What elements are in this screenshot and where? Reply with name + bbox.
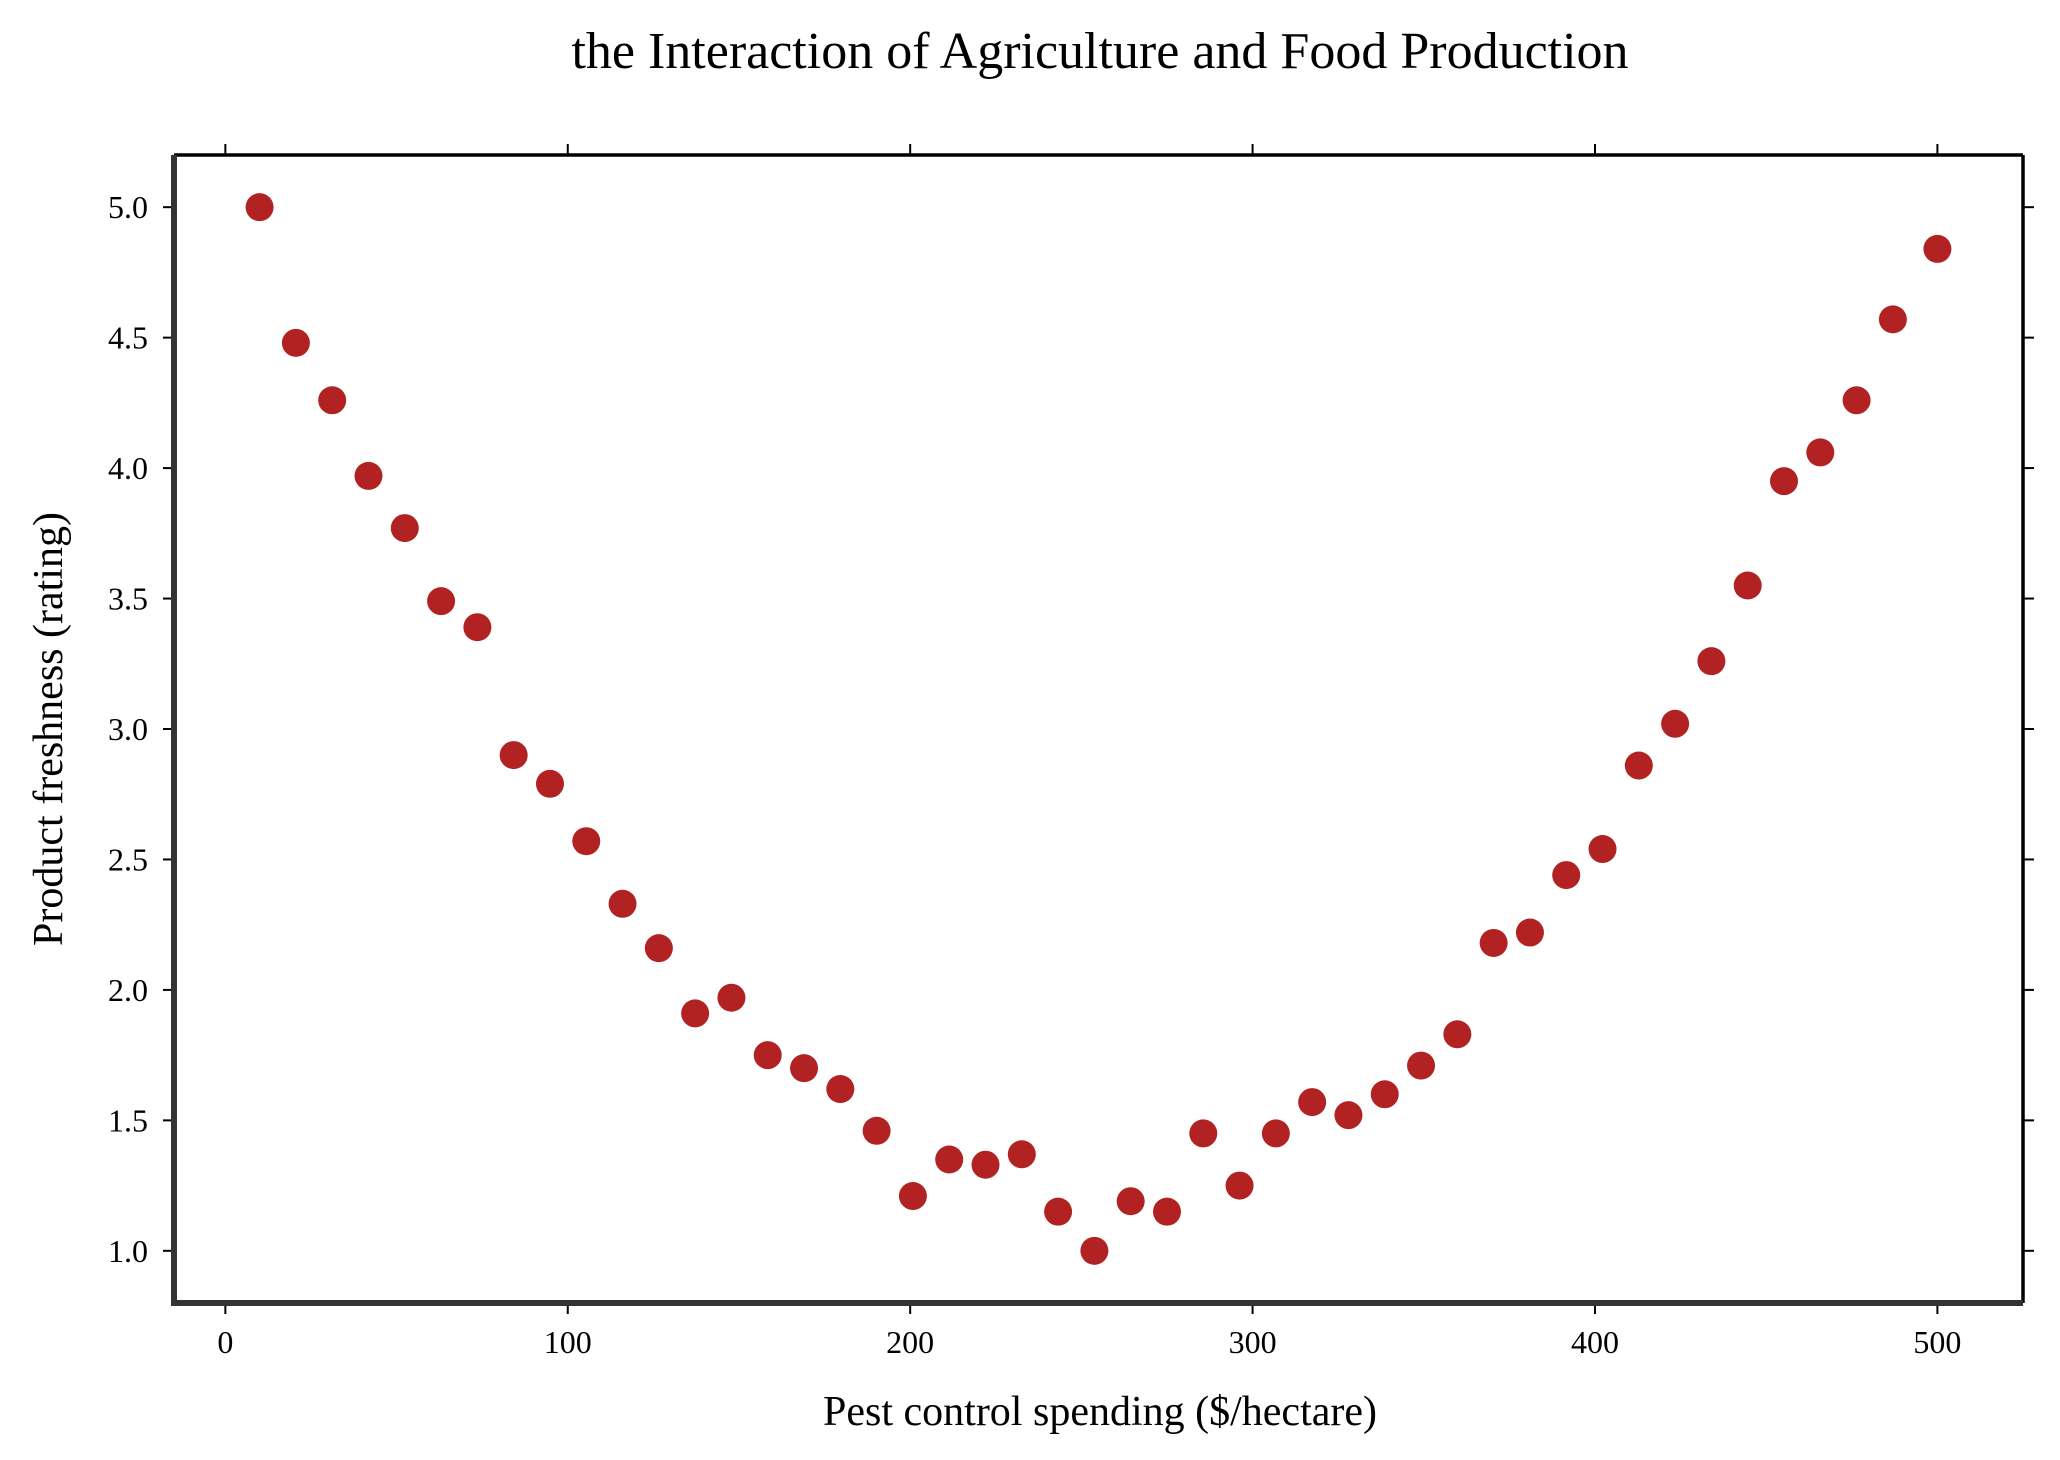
- data-point: [1298, 1088, 1327, 1117]
- y-tick-label: 4.0: [108, 450, 148, 486]
- y-tick-label: 5.0: [108, 189, 148, 225]
- x-tick-label: 500: [1913, 1324, 1961, 1360]
- data-point: [1189, 1119, 1218, 1148]
- y-tick-label: 3.0: [108, 711, 148, 747]
- data-point: [1152, 1197, 1181, 1226]
- x-tick-label: 200: [886, 1324, 934, 1360]
- data-point: [1697, 647, 1726, 676]
- y-tick-label: 4.5: [108, 320, 148, 356]
- data-point: [1878, 305, 1907, 334]
- data-point: [935, 1145, 964, 1174]
- data-point: [318, 386, 347, 415]
- data-point: [1044, 1197, 1073, 1226]
- data-point: [1261, 1119, 1290, 1148]
- x-tick-label: 400: [1571, 1324, 1619, 1360]
- data-point: [1225, 1171, 1254, 1200]
- chart-title: the Interaction of Agriculture and Food …: [571, 23, 1628, 80]
- data-point: [1479, 928, 1508, 957]
- data-point: [281, 328, 310, 357]
- data-point: [499, 741, 528, 770]
- data-point: [1552, 861, 1581, 890]
- data-point: [1515, 918, 1544, 947]
- data-point: [1080, 1236, 1109, 1265]
- data-point: [1007, 1140, 1036, 1169]
- y-tick-label: 3.5: [108, 581, 148, 617]
- data-point: [1624, 751, 1653, 780]
- data-point: [427, 587, 456, 616]
- data-point: [572, 827, 601, 856]
- data-point: [1842, 386, 1871, 415]
- data-point: [608, 889, 637, 918]
- y-tick-label: 1.5: [108, 1102, 148, 1138]
- x-axis-label: Pest control spending ($/hectare): [823, 1389, 1377, 1435]
- data-point: [1588, 835, 1617, 864]
- data-point: [463, 613, 492, 642]
- x-tick-label: 0: [217, 1324, 233, 1360]
- data-point: [898, 1182, 927, 1211]
- y-tick-label: 2.0: [108, 972, 148, 1008]
- data-point: [1806, 438, 1835, 467]
- data-point: [826, 1075, 855, 1104]
- data-point: [390, 514, 419, 543]
- data-point: [1407, 1051, 1436, 1080]
- data-point: [971, 1150, 1000, 1179]
- data-point: [1661, 709, 1690, 738]
- data-point: [644, 934, 673, 963]
- data-point: [862, 1116, 891, 1145]
- data-point: [1923, 234, 1952, 263]
- data-point: [354, 461, 383, 490]
- axis-ticks: 0 100 200 300 400 500 1.0 1.5 2.0 2.5 3.0 3.5 4.0 4.5…: [108, 144, 2034, 1360]
- data-point: [535, 769, 564, 798]
- data-point: [1334, 1101, 1363, 1130]
- y-axis-label: Product freshness (rating): [26, 512, 72, 946]
- data-point: [681, 999, 710, 1028]
- x-tick-label: 300: [1229, 1324, 1277, 1360]
- data-point: [790, 1054, 819, 1083]
- data-point: [717, 983, 746, 1012]
- y-tick-label: 2.5: [108, 841, 148, 877]
- x-tick-label: 100: [544, 1324, 592, 1360]
- data-point: [1370, 1080, 1399, 1109]
- data-point: [1769, 467, 1798, 496]
- data-point: [753, 1041, 782, 1070]
- y-tick-label: 1.0: [108, 1233, 148, 1269]
- data-points: [245, 193, 1952, 1265]
- data-point: [245, 193, 274, 222]
- data-point: [1116, 1187, 1145, 1216]
- data-point: [1443, 1020, 1472, 1049]
- data-point: [1733, 571, 1762, 600]
